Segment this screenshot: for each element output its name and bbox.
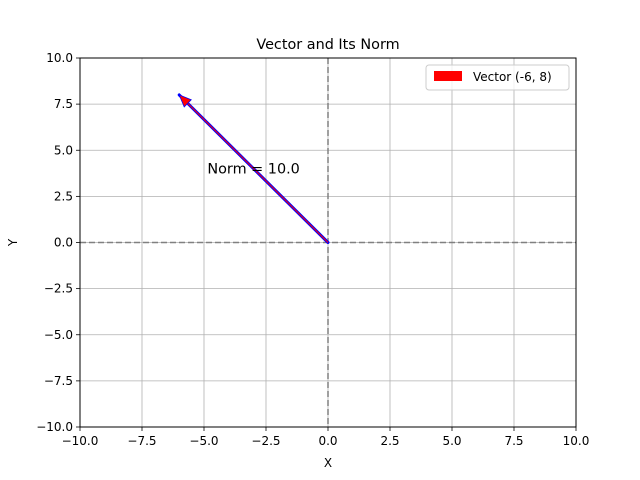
y-tick-label: −2.5 [44, 282, 73, 296]
x-tick-label: −5.0 [189, 434, 218, 448]
legend-label: Vector (-6, 8) [473, 70, 552, 84]
y-tick-label: −5.0 [44, 328, 73, 342]
x-tick-label: 0.0 [318, 434, 337, 448]
axis-ticks: −10.0 −7.5 −5.0 −2.5 0.0 2.5 5.0 7.5 10.0 −10.0 −7… [36, 51, 589, 448]
legend: Vector (-6, 8) [425, 64, 570, 91]
x-tick-label: 2.5 [380, 434, 399, 448]
vector-arrowhead [178, 94, 192, 108]
y-tick-label: −7.5 [44, 374, 73, 388]
x-tick-label: 5.0 [442, 434, 461, 448]
x-tick-label: 7.5 [504, 434, 523, 448]
y-tick-label: −10.0 [36, 420, 73, 434]
y-tick-label: 0.0 [54, 236, 73, 250]
chart-title: Vector and Its Norm [256, 37, 399, 53]
x-tick-label: −2.5 [251, 434, 280, 448]
y-tick-label: 10.0 [46, 51, 73, 65]
vector-shaft-fill [187, 102, 329, 243]
y-tick-label: 7.5 [54, 97, 73, 111]
norm-annotation: Norm = 10.0 [207, 162, 300, 178]
x-axis-label: X [324, 456, 332, 470]
x-tick-label: −10.0 [62, 434, 99, 448]
y-tick-label: 5.0 [54, 143, 73, 157]
vector-arrows [177, 93, 330, 244]
x-tick-label: −7.5 [127, 434, 156, 448]
y-axis-label: Y [6, 238, 20, 247]
x-tick-label: 10.0 [563, 434, 590, 448]
legend-swatch [434, 71, 462, 81]
y-tick-label: 2.5 [54, 189, 73, 203]
